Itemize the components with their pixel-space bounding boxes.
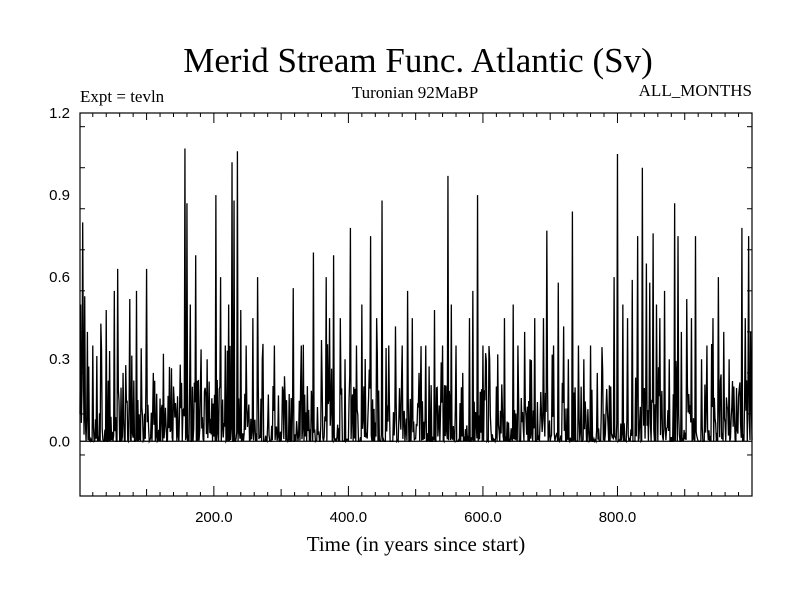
- x-tick-label: 600.0: [464, 509, 502, 526]
- plot-frame: [79, 112, 753, 497]
- y-axis-ticks: 0.0 0.3 0.6 0.9 1.2: [49, 105, 752, 497]
- chart-subtitle: Turonian 92MaBP: [352, 83, 478, 102]
- series-line-group: [79, 148, 753, 444]
- x-axis-label: Time (in years since start): [307, 532, 526, 556]
- x-tick-label: 800.0: [599, 509, 637, 526]
- chart-annotation-left: Expt = tevln: [80, 87, 165, 106]
- series-line: [79, 148, 753, 444]
- y-tick-label: 1.2: [49, 105, 70, 122]
- y-tick-label: 0.6: [49, 269, 70, 286]
- chart-title: Merid Stream Func. Atlantic (Sv): [183, 41, 653, 80]
- chart-annotation-right: ALL_MONTHS: [639, 81, 752, 100]
- y-tick-label: 0.9: [49, 187, 70, 204]
- x-axis-ticks: 200.0 400.0 600.0 800.0: [92, 113, 740, 526]
- x-tick-label: 400.0: [330, 509, 368, 526]
- y-tick-label: 0.0: [49, 433, 70, 450]
- x-tick-label: 200.0: [195, 509, 233, 526]
- y-tick-label: 0.3: [49, 351, 70, 368]
